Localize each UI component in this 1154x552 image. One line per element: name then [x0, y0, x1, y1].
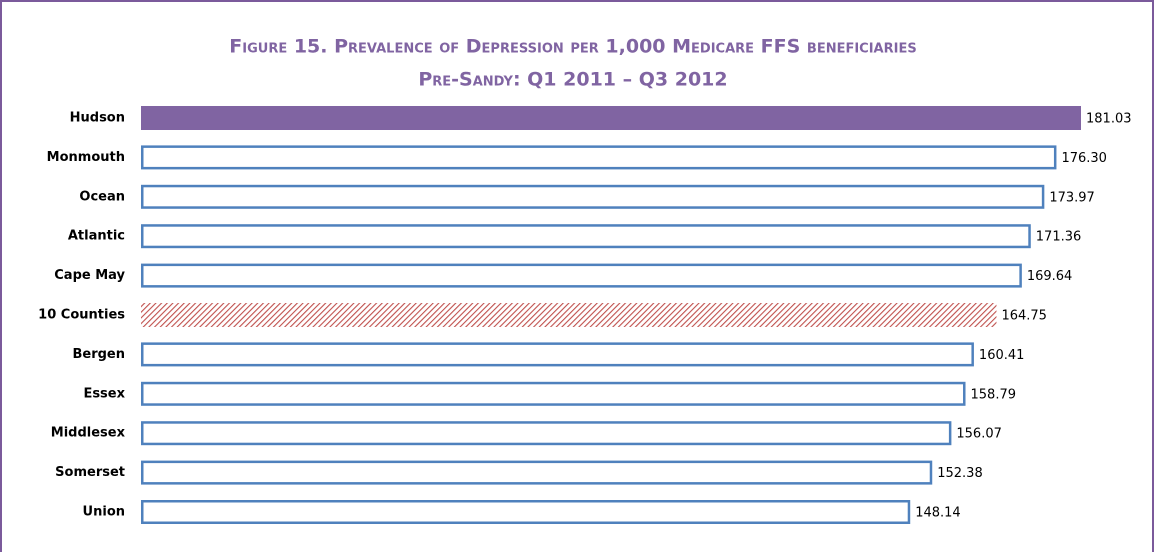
bar	[141, 145, 1057, 170]
category-label: Somerset	[55, 465, 125, 480]
value-label: 181.03	[1086, 112, 1132, 127]
category-label: Middlesex	[51, 426, 126, 441]
bar	[141, 184, 1045, 209]
value-label: 160.41	[979, 348, 1024, 363]
bar	[141, 500, 911, 524]
value-label: 152.38	[937, 466, 983, 481]
category-label: Monmouth	[47, 150, 125, 165]
chart-title: Figure 15. Prevalence of Depression per …	[229, 36, 916, 58]
category-label: Essex	[83, 386, 125, 401]
bar	[141, 263, 1022, 288]
bar	[141, 303, 997, 327]
value-label: 164.75	[1001, 309, 1047, 324]
category-label: Hudson	[70, 111, 125, 126]
bar	[141, 460, 933, 485]
category-label: Ocean	[79, 189, 125, 204]
bar	[141, 381, 966, 406]
category-label: Cape May	[54, 268, 125, 283]
value-label: 148.14	[915, 506, 961, 521]
bar	[141, 421, 952, 446]
chart-subtitle: Pre-Sandy: Q1 2011 – Q3 2012	[418, 69, 727, 91]
value-label: 173.97	[1049, 190, 1095, 205]
category-label: Bergen	[72, 347, 125, 362]
category-label: Atlantic	[68, 229, 125, 244]
value-label: 176.30	[1061, 151, 1107, 166]
bar	[141, 106, 1081, 130]
bar	[141, 342, 974, 367]
category-label: 10 Counties	[38, 308, 125, 323]
bar	[141, 224, 1031, 249]
category-label: Union	[83, 505, 125, 520]
value-label: 158.79	[971, 387, 1017, 402]
value-label: 169.64	[1027, 269, 1073, 284]
value-label: 171.36	[1036, 230, 1082, 245]
value-label: 156.07	[956, 427, 1002, 442]
